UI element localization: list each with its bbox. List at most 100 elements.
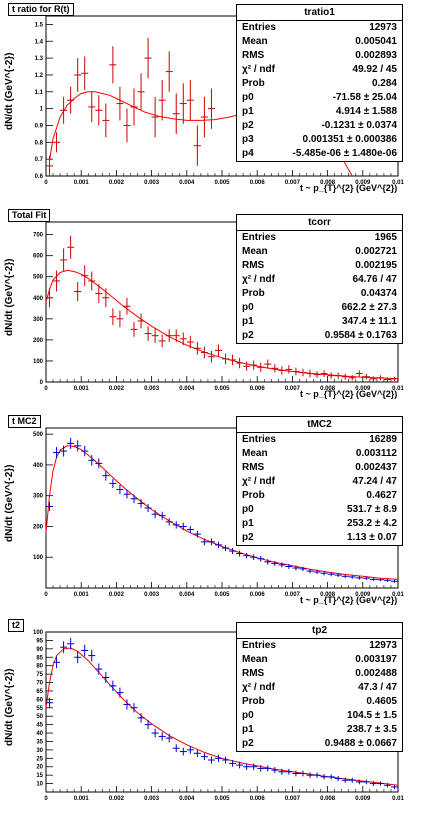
y-tick-label: 20: [36, 765, 43, 771]
stats-row: χ² / ndf 47.24 / 47: [237, 475, 402, 489]
data-point: [341, 373, 349, 380]
x-tick-label: 0.008: [320, 796, 336, 802]
data-point: [355, 779, 363, 785]
y-axis-label: dN/dt (GeV^{-2}): [4, 52, 15, 130]
plot-panel-4: 0 0.001 0.002 0.003 0.004 0.005 0.006 0.007 0.00…: [0, 616, 446, 821]
data-point: [348, 575, 356, 579]
y-tick-label: 25: [36, 756, 43, 762]
data-point: [179, 522, 187, 531]
data-point: [88, 91, 96, 123]
stats-value: 0.04374: [360, 288, 397, 299]
data-point: [222, 353, 230, 365]
x-tick-label: 0.001: [74, 386, 90, 392]
data-point: [320, 571, 328, 576]
plot-title: t ratio for R(t): [8, 3, 74, 16]
stats-value: 4.914 ± 1.588: [335, 106, 397, 117]
data-point: [158, 511, 166, 520]
data-point: [362, 374, 370, 380]
x-tick-label: 0: [44, 592, 48, 598]
data-point: [60, 248, 68, 272]
data-point: [46, 288, 54, 308]
x-tick-label: 0.009: [355, 180, 371, 186]
x-tick-label: 0.002: [109, 180, 125, 186]
x-tick-label: 0.007: [285, 386, 301, 392]
stats-value: 1965: [374, 232, 397, 243]
data-point: [362, 779, 370, 785]
x-tick-label: 0.001: [74, 592, 90, 598]
stats-label: Entries: [242, 22, 276, 33]
data-point: [207, 538, 215, 546]
stats-value: 104.5 ± 1.5: [347, 710, 397, 721]
y-tick-label: 200: [33, 338, 44, 344]
data-point: [46, 155, 54, 176]
stats-label: Entries: [242, 434, 276, 445]
stats-box: tMC2 Entries 16289 Mean 0.003112 RMS 0.002437…: [236, 416, 403, 546]
x-tick-label: 0.007: [285, 592, 301, 598]
y-tick-label: 0: [40, 380, 44, 386]
x-tick-label: 0.008: [320, 180, 336, 186]
stats-value: 238.7 ± 3.5: [347, 724, 397, 735]
stats-row: p4 -5.485e-06 ± 1.480e-06: [237, 147, 402, 161]
data-point: [151, 510, 159, 519]
data-point: [53, 656, 61, 669]
y-tick-label: 0.8: [35, 140, 44, 146]
y-tick-label: 1: [40, 107, 44, 113]
x-tick-label: 0.001: [74, 796, 90, 802]
data-point: [102, 672, 110, 683]
y-tick-label: 600: [33, 254, 44, 260]
data-point: [60, 445, 68, 457]
data-point: [109, 308, 117, 326]
x-tick-label: 0.007: [285, 180, 301, 186]
data-point: [179, 332, 187, 346]
data-point: [172, 93, 180, 134]
data-point: [390, 376, 398, 381]
stats-value: 12973: [369, 640, 397, 651]
x-tick-label: 0.008: [320, 592, 336, 598]
stats-label: Entries: [242, 232, 276, 243]
x-axis-label: t ~ p_{T}^{2} (GeV^{2}): [300, 389, 398, 399]
data-point: [186, 80, 194, 121]
y-tick-label: 1.5: [35, 22, 44, 28]
data-point: [123, 489, 131, 499]
stats-value: 0.002195: [355, 260, 397, 271]
stats-value: 49.92 / 45: [352, 64, 397, 75]
y-tick-label: 1.2: [35, 73, 44, 79]
data-point: [193, 530, 201, 538]
x-tick-label: 0.01: [392, 592, 404, 598]
y-tick-label: 50: [36, 714, 43, 720]
data-point: [369, 376, 377, 382]
data-point: [292, 770, 300, 777]
stats-box: tratio1 Entries 12973 Mean 0.005041 RMS 0.002…: [236, 4, 403, 162]
data-point: [67, 86, 75, 114]
stats-row: p0 -71.58 ± 25.04: [237, 91, 402, 105]
data-point: [158, 334, 166, 348]
data-point: [306, 369, 314, 378]
x-tick-label: 0.01: [392, 386, 404, 392]
x-tick-label: 0.005: [214, 386, 230, 392]
data-point: [130, 494, 138, 504]
data-point: [193, 125, 201, 166]
data-point: [214, 344, 222, 357]
stats-row: RMS 0.002488: [237, 667, 402, 681]
data-point: [200, 96, 208, 138]
stats-box: tcorr Entries 1965 Mean 0.002721 RMS 0.002195…: [236, 214, 403, 344]
x-tick-label: 0.002: [109, 386, 125, 392]
data-point: [285, 768, 293, 775]
plot-title: t2: [8, 619, 25, 632]
x-tick-label: 0.009: [355, 386, 371, 392]
data-point: [116, 687, 124, 698]
y-tick-label: 60: [36, 697, 43, 703]
stats-row: RMS 0.002437: [237, 461, 402, 475]
x-tick-label: 0.006: [250, 592, 266, 598]
stats-row: Prob 0.4605: [237, 695, 402, 709]
data-point: [46, 501, 54, 512]
data-point: [229, 760, 237, 767]
plot-title: Total Fit: [8, 209, 51, 222]
stats-label: p1: [242, 316, 254, 327]
data-point: [123, 297, 131, 315]
data-point: [285, 365, 293, 374]
stats-value: 0.003112: [355, 448, 397, 459]
data-point: [158, 80, 166, 121]
y-tick-label: 300: [33, 317, 44, 323]
data-point: [264, 359, 272, 369]
